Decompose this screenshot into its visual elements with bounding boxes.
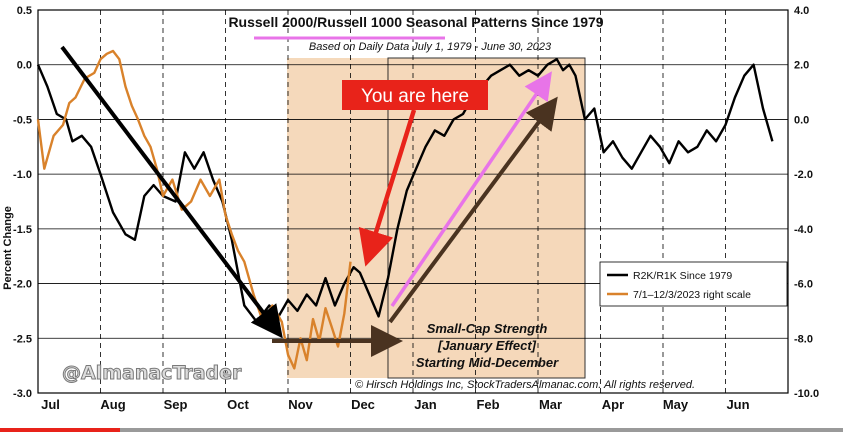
- strength-line-2: [January Effect]: [437, 338, 537, 353]
- y2-tick-label: 2.0: [794, 60, 809, 72]
- y-tick-label: -1.5: [13, 224, 32, 236]
- callout-text: You are here: [361, 86, 469, 107]
- video-progress-track[interactable]: [0, 428, 843, 432]
- legend: [599, 261, 788, 307]
- y2-tick-label: 4.0: [794, 5, 809, 17]
- legend-label-r2k: R2K/R1K Since 1979: [633, 270, 732, 282]
- legend-label-2023: 7/1–12/3/2023 right scale: [633, 289, 751, 301]
- you-are-here-arrow: [358, 109, 417, 267]
- y2-tick-label: 0.0: [794, 114, 809, 126]
- y-axis-label: Percent Change: [2, 206, 14, 290]
- y-tick-label: -3.0: [13, 388, 32, 400]
- trend-arrow-pink: [390, 71, 552, 307]
- month-label: Sep: [164, 397, 188, 412]
- y2-tick-label: -4.0: [794, 224, 813, 236]
- month-label: Jul: [41, 397, 60, 412]
- x-axis-months: Jul Aug Sep Oct Nov Dec Jan Feb Mar Apr May Jun: [41, 397, 750, 412]
- y2-tick-label: -6.0: [794, 279, 813, 291]
- month-label: Mar: [539, 397, 562, 412]
- month-label: Nov: [288, 397, 313, 412]
- y-axis-left: 0.5 0.0 -0.5 -1.0 -1.5 -2.0 -2.5 -3.0: [13, 5, 32, 400]
- copyright: © Hirsch Holdings Inc, StockTradersAlman…: [355, 379, 695, 391]
- y2-tick-label: -2.0: [794, 169, 813, 181]
- chart-subtitle: Based on Daily Data July 1, 1979 - June …: [309, 41, 552, 53]
- y-axis-right: 4.0 2.0 0.0 -2.0 -4.0 -6.0 -8.0 -10.0: [794, 5, 819, 400]
- y-tick-label: -1.0: [13, 169, 32, 181]
- video-progress-fill: [0, 428, 120, 432]
- y-tick-label: -0.5: [13, 114, 32, 126]
- month-label: Oct: [227, 397, 249, 412]
- month-label: Apr: [602, 397, 624, 412]
- trend-arrow-down: [60, 45, 283, 339]
- y2-tick-label: -10.0: [794, 388, 819, 400]
- watermark: @AlmanacTrader: [62, 362, 242, 384]
- month-label: May: [663, 397, 689, 412]
- y-tick-label: 0.5: [17, 5, 32, 17]
- y-tick-label: -2.5: [13, 333, 32, 345]
- strength-line-1: Small-Cap Strength: [427, 321, 548, 336]
- callout-box: [342, 80, 488, 110]
- month-label: Jan: [414, 397, 436, 412]
- y-tick-label: -2.0: [13, 279, 32, 291]
- series-line-2023: [36, 49, 352, 370]
- trend-arrow-up: [388, 96, 558, 324]
- month-label: Dec: [351, 397, 375, 412]
- highlight-nov-dec: [287, 58, 388, 378]
- chart-title: Russell 2000/Russell 1000 Seasonal Patte…: [228, 14, 603, 30]
- month-label: Jun: [726, 397, 749, 412]
- y-tick-label: 0.0: [17, 60, 32, 72]
- month-label: Feb: [476, 397, 499, 412]
- y2-tick-label: -8.0: [794, 333, 813, 345]
- strength-line-3: Starting Mid-December: [416, 355, 559, 370]
- month-label: Aug: [100, 397, 125, 412]
